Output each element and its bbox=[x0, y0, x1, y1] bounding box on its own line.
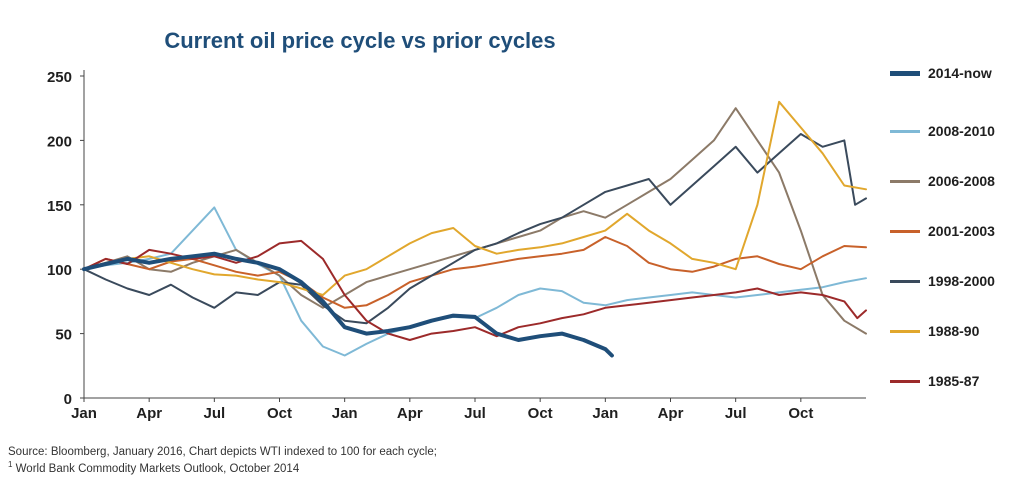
legend-swatch bbox=[890, 280, 920, 283]
legend-label: 2014-now bbox=[928, 65, 992, 81]
x-tick-label: Oct bbox=[528, 405, 553, 422]
series-line-1985-87 bbox=[83, 239, 867, 341]
legend-swatch bbox=[890, 230, 920, 233]
x-tick-label: Oct bbox=[788, 405, 813, 422]
series-line-1998-2000 bbox=[83, 133, 867, 325]
legend-item-1988-90: 1988-90 bbox=[888, 322, 1024, 342]
footnote-worldbank: 1 World Bank Commodity Markets Outlook, … bbox=[8, 460, 299, 475]
legend-label: 1985-87 bbox=[928, 373, 980, 389]
legend-item-1985-87: 1985-87 bbox=[888, 372, 1024, 392]
x-tick-label: Oct bbox=[267, 405, 292, 422]
x-tick-label: Jul bbox=[203, 405, 225, 422]
x-tick-label: Jul bbox=[725, 405, 747, 422]
x-tick-label: Apr bbox=[658, 405, 684, 422]
y-tick-label: 0 bbox=[64, 391, 72, 408]
legend-label: 1988-90 bbox=[928, 323, 980, 339]
legend-item-2008-2010: 2008-2010 bbox=[888, 122, 1024, 142]
legend-item-2006-2008: 2006-2008 bbox=[888, 172, 1024, 192]
x-tick-label: Jan bbox=[71, 405, 97, 422]
footnote-source: Source: Bloomberg, January 2016, Chart d… bbox=[8, 446, 437, 458]
y-tick-label: 150 bbox=[47, 198, 72, 215]
y-tick-label: 250 bbox=[47, 69, 72, 86]
x-tick-label: Apr bbox=[397, 405, 423, 422]
series-line-1988-90 bbox=[83, 100, 867, 296]
legend-label: 2001-2003 bbox=[928, 223, 995, 239]
legend-swatch bbox=[890, 130, 920, 133]
legend-label: 2008-2010 bbox=[928, 123, 995, 139]
footnote-worldbank-text: World Bank Commodity Markets Outlook, Oc… bbox=[12, 462, 300, 475]
x-tick-label: Jan bbox=[592, 405, 618, 422]
series-layer bbox=[82, 100, 867, 358]
series-line-2001-2003 bbox=[83, 236, 867, 309]
legend-swatch bbox=[890, 71, 920, 76]
legend-item-2014-now: 2014-now bbox=[888, 64, 1024, 84]
y-tick-label: 200 bbox=[47, 133, 72, 150]
legend-label: 1998-2000 bbox=[928, 273, 995, 289]
footnote-superscript: 1 bbox=[8, 460, 13, 469]
y-tick-label: 100 bbox=[47, 262, 72, 279]
x-tick-label: Apr bbox=[136, 405, 162, 422]
legend-swatch bbox=[890, 380, 920, 383]
y-tick-label: 50 bbox=[55, 327, 72, 344]
legend-item-2001-2003: 2001-2003 bbox=[888, 222, 1024, 242]
legend-label: 2006-2008 bbox=[928, 173, 995, 189]
legend-item-1998-2000: 1998-2000 bbox=[888, 272, 1024, 292]
x-tick-label: Jul bbox=[464, 405, 486, 422]
axes: 0 50 100 150 200 250 Jan Apr Jul Oct Jan Apr Jul Oct J… bbox=[47, 69, 866, 422]
chart-title: Current oil price cycle vs prior cycles bbox=[164, 28, 556, 53]
legend-swatch bbox=[890, 330, 920, 333]
series-line-2014-now bbox=[82, 251, 614, 358]
x-tick-label: Jan bbox=[332, 405, 358, 422]
legend-swatch bbox=[890, 180, 920, 183]
